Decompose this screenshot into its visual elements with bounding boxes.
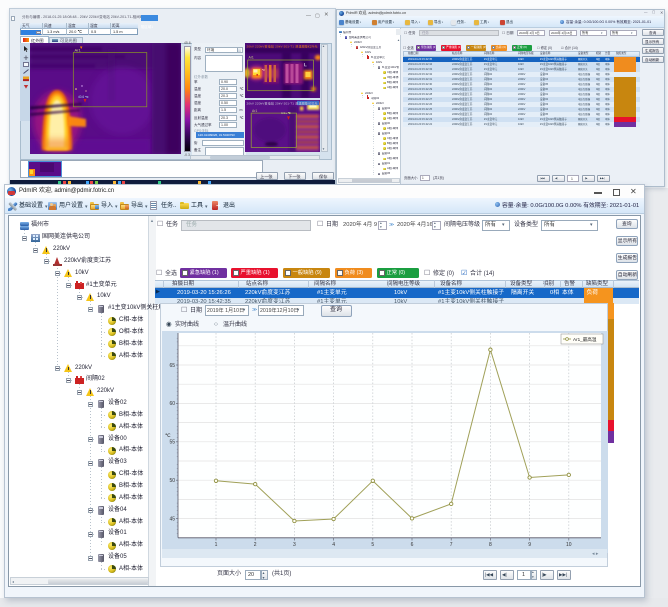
svg-text:60: 60 (169, 401, 175, 407)
svg-text:5: 5 (371, 542, 374, 548)
svg-text:6: 6 (411, 542, 414, 548)
svg-text:1: 1 (215, 542, 218, 548)
svg-text:Ar1: Ar1 (75, 48, 82, 53)
svg-text:7: 7 (450, 542, 453, 548)
svg-text:20kV 220kV变电站 20kV-201-T1 测温图像: 20kV 220kV变电站 20kV-201-T1 测温图像可见光 (247, 100, 318, 105)
svg-text:8: 8 (489, 542, 492, 548)
svg-text:55: 55 (169, 440, 175, 446)
svg-text:10: 10 (566, 542, 572, 548)
svg-text:3: 3 (293, 542, 296, 548)
svg-text:℃: ℃ (165, 433, 171, 439)
svg-text:9: 9 (528, 542, 531, 548)
svg-text:4: 4 (332, 542, 335, 548)
svg-text:20kV 220kV变电站 20kV-201-T1 测温图像: 20kV 220kV变电站 20kV-201-T1 测温图像红外光 (247, 43, 318, 48)
svg-text:2: 2 (254, 542, 257, 548)
svg-text:Ar1: Ar1 (252, 109, 257, 113)
svg-text:Ar1 ▸ ℃: Ar1 ▸ ℃ (281, 111, 292, 115)
svg-text:Ar1: Ar1 (249, 56, 254, 60)
svg-text:40.6 ℃: 40.6 ℃ (78, 95, 89, 99)
svg-text:Ar1_最高温: Ar1_最高温 (573, 336, 597, 343)
svg-text:45: 45 (169, 516, 175, 522)
svg-text:℃: ℃ (262, 69, 266, 72)
svg-text:65: 65 (169, 363, 175, 369)
svg-text:50: 50 (169, 478, 175, 484)
